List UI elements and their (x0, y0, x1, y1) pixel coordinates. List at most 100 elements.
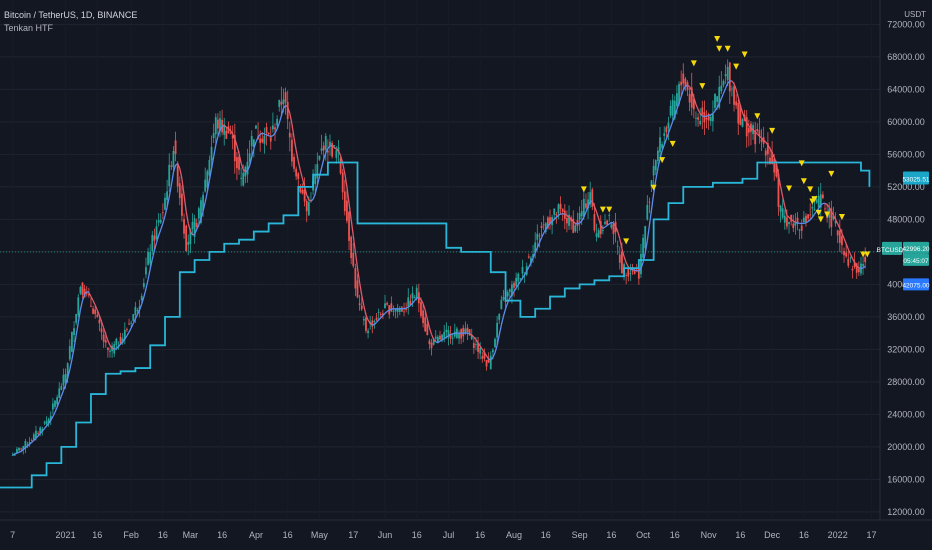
price-badge-label: 42996.20 (902, 246, 929, 253)
candle-body (642, 237, 644, 258)
tenkan-segment (792, 220, 796, 223)
tenkan-segment (228, 128, 231, 132)
candle-body (56, 397, 59, 405)
tenkan-segment (744, 117, 748, 123)
candle-body (819, 194, 822, 208)
tenkan-segment (492, 352, 496, 358)
tenkan-segment (424, 309, 428, 320)
candle-body (276, 118, 279, 126)
tenkan-segment (274, 128, 278, 134)
tenkan-segment (170, 172, 175, 186)
tenkan-segment (534, 247, 538, 254)
candle-body (439, 335, 441, 340)
candle-body (796, 217, 799, 224)
tenkan-segment (564, 213, 568, 216)
tenkan-segment (18, 450, 22, 453)
candle-body (240, 177, 243, 179)
candle-body (453, 331, 456, 337)
candle-body (680, 81, 683, 86)
candle-body (94, 309, 97, 314)
candle-body (659, 137, 661, 153)
candle-body (536, 233, 539, 240)
tenkan-segment (145, 279, 149, 290)
tenkan-segment (96, 309, 101, 316)
candle-body (754, 130, 757, 145)
tenkan-segment (79, 300, 84, 311)
candle-body (838, 231, 841, 243)
tenkan-segment (644, 240, 648, 254)
tenkan-segment (862, 265, 866, 269)
tenkan-segment (737, 97, 742, 106)
tenkan-segment (301, 178, 306, 188)
candle-body (415, 287, 418, 299)
tenkan-segment (141, 296, 145, 305)
tenkan-segment (312, 193, 316, 200)
candle-body (263, 135, 266, 144)
candle-body (339, 158, 342, 174)
candle-body (633, 270, 636, 274)
study-title[interactable]: Tenkan HTF (4, 23, 54, 33)
tenkan-segment (733, 83, 737, 90)
tenkan-segment (467, 332, 470, 335)
tenkan-segment (661, 144, 665, 151)
tenkan-segment (710, 112, 714, 116)
candle-body (132, 314, 135, 321)
tenkan-segment (128, 327, 132, 333)
tenkan-segment (221, 124, 225, 127)
candle-body (792, 223, 795, 229)
tenkan-segment (344, 173, 348, 187)
tenkan-segment (708, 114, 711, 117)
tenkan-segment (832, 215, 837, 220)
y-tick-label: 28000.00 (887, 377, 925, 387)
candle-body (847, 258, 850, 266)
signal-marker (669, 140, 676, 147)
tenkan-segment (851, 258, 856, 263)
tenkan-segment (669, 121, 674, 128)
candle-body (130, 322, 133, 324)
tenkan-segment (92, 300, 96, 306)
tenkan-segment (758, 135, 762, 139)
candle-body (845, 252, 848, 257)
symbol-title[interactable]: Bitcoin / TetherUS, 1D, BINANCE (4, 10, 138, 20)
candle-body (443, 331, 446, 338)
tenkan-segment (614, 225, 619, 232)
tenkan-segment (136, 309, 141, 315)
signal-marker (754, 113, 761, 120)
tenkan-segment (581, 216, 585, 222)
tenkan-segment (114, 348, 117, 351)
candle-body (96, 314, 99, 317)
tenkan-segment (164, 206, 168, 217)
candle-body (403, 311, 405, 313)
tenkan-segment (528, 262, 532, 268)
tenkan-segment (545, 225, 549, 230)
tenkan-segment (513, 287, 517, 292)
candle-body (134, 306, 137, 315)
signal-marker (623, 238, 630, 245)
candle-body (595, 233, 598, 237)
x-tick-label: May (311, 530, 329, 540)
tenkan-segment (278, 115, 282, 124)
tenkan-segment (289, 113, 293, 125)
tenkan-segment (437, 340, 441, 344)
candle-body (255, 125, 257, 129)
x-tick-label: 7 (10, 530, 15, 540)
candle-body (87, 293, 90, 296)
candle-body (346, 200, 348, 221)
candle-body (807, 214, 809, 219)
candle-body (646, 204, 649, 220)
tenkan-segment (384, 310, 388, 314)
x-tick-label: 16 (475, 530, 485, 540)
candle-body (574, 225, 577, 232)
tenkan-segment (418, 297, 422, 300)
tenkan-segment (147, 268, 151, 280)
tenkan-segment (31, 439, 35, 443)
signal-marker (807, 186, 814, 193)
candle-body (621, 251, 623, 274)
candle-body (305, 200, 308, 212)
tenkan-segment (158, 229, 162, 236)
tenkan-segment (293, 137, 297, 151)
candle-body (788, 222, 790, 225)
tenkan-segment (769, 148, 773, 153)
tenkan-segment (75, 322, 79, 336)
